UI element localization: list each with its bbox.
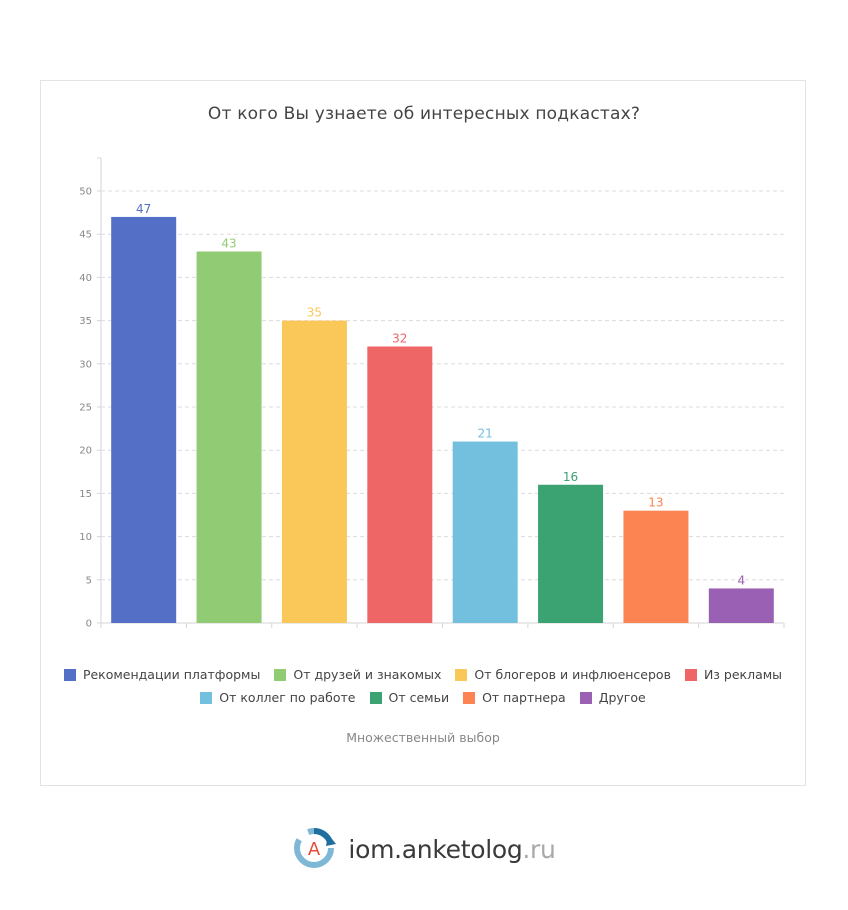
bar-value-label: 21 xyxy=(478,427,493,441)
bar-value-label: 13 xyxy=(648,496,663,510)
legend-label: Рекомендации платформы xyxy=(82,667,261,682)
legend-item[interactable]: От коллег по работе xyxy=(200,690,356,705)
legend-item[interactable]: От блогеров и инфлюенсеров xyxy=(455,667,671,682)
y-tick-label: 10 xyxy=(79,532,92,543)
brand-domain: iom.anketolog xyxy=(348,834,523,864)
legend-item[interactable]: От друзей и знакомых xyxy=(274,667,441,682)
chart-footnote: Множественный выбор xyxy=(346,730,500,745)
legend-row: Рекомендации платформы От друзей и знаком… xyxy=(40,663,806,686)
legend-swatch xyxy=(63,668,76,681)
bar-2 xyxy=(196,251,262,624)
legend-label: От блогеров и инфлюенсеров xyxy=(474,667,671,682)
bar-value-label: 35 xyxy=(307,306,322,320)
legend-label: От семьи xyxy=(388,690,450,705)
legend-label: От коллег по работе xyxy=(219,690,356,705)
bar-value-label: 32 xyxy=(392,332,407,346)
y-tick-label: 0 xyxy=(86,619,92,630)
bar-value-label: 4 xyxy=(737,573,745,587)
y-tick-label: 20 xyxy=(79,446,92,457)
legend-swatch xyxy=(684,668,697,681)
brand-tld: .ru xyxy=(522,834,556,864)
logo-letter: A xyxy=(308,839,321,860)
legend-swatch xyxy=(579,691,592,704)
chart-title: От кого Вы узнаете об интересных подкаст… xyxy=(207,104,641,124)
bar-7 xyxy=(623,510,689,623)
legend-row: От коллег по работе От семьи От партнера Др… xyxy=(40,686,806,709)
legend-swatch xyxy=(463,691,476,704)
legend-item[interactable]: От семьи xyxy=(369,690,450,705)
bar-value-label: 43 xyxy=(221,236,236,250)
bar-5 xyxy=(452,441,518,623)
legend-item[interactable]: Другое xyxy=(579,690,646,705)
bar-8 xyxy=(708,588,774,623)
legend-label: От партнера xyxy=(482,690,566,705)
legend-item[interactable]: Рекомендации платформы xyxy=(63,667,261,682)
y-tick-label: 50 xyxy=(79,187,92,198)
bar-6 xyxy=(538,484,604,623)
y-tick-label: 45 xyxy=(79,230,92,241)
bar-value-label: 47 xyxy=(136,202,151,216)
y-tick-label: 30 xyxy=(79,359,92,370)
y-tick-label: 40 xyxy=(79,273,92,284)
brand-footer[interactable]: A iom.anketolog.ru xyxy=(0,826,848,872)
anketolog-logo-icon: A xyxy=(294,827,337,868)
bar-3 xyxy=(281,320,347,623)
legend-label: Другое xyxy=(598,690,646,705)
legend-swatch xyxy=(274,668,287,681)
bar-4 xyxy=(367,346,433,623)
y-tick-label: 25 xyxy=(79,403,92,414)
y-tick-label: 5 xyxy=(86,575,92,586)
legend-label: Из рекламы xyxy=(703,667,783,682)
legend-swatch xyxy=(200,691,213,704)
brand-name: iom.anketolog.ru xyxy=(348,835,555,864)
bar-1 xyxy=(111,216,177,624)
legend-label: От друзей и знакомых xyxy=(293,667,442,682)
legend-item[interactable]: Из рекламы xyxy=(684,667,783,682)
bar-value-label: 16 xyxy=(563,470,578,484)
legend-swatch xyxy=(455,668,468,681)
y-tick-label: 15 xyxy=(79,489,92,500)
legend-item[interactable]: От партнера xyxy=(463,690,566,705)
y-tick-label: 35 xyxy=(79,316,92,327)
legend-swatch xyxy=(369,691,382,704)
chart-legend: Рекомендации платформы От друзей и знаком… xyxy=(40,663,806,709)
bar-chart: 0 5 10 15 20 25 30 35 40 45 50 47 43 35 32 21 16 13 4 xyxy=(79,157,785,630)
